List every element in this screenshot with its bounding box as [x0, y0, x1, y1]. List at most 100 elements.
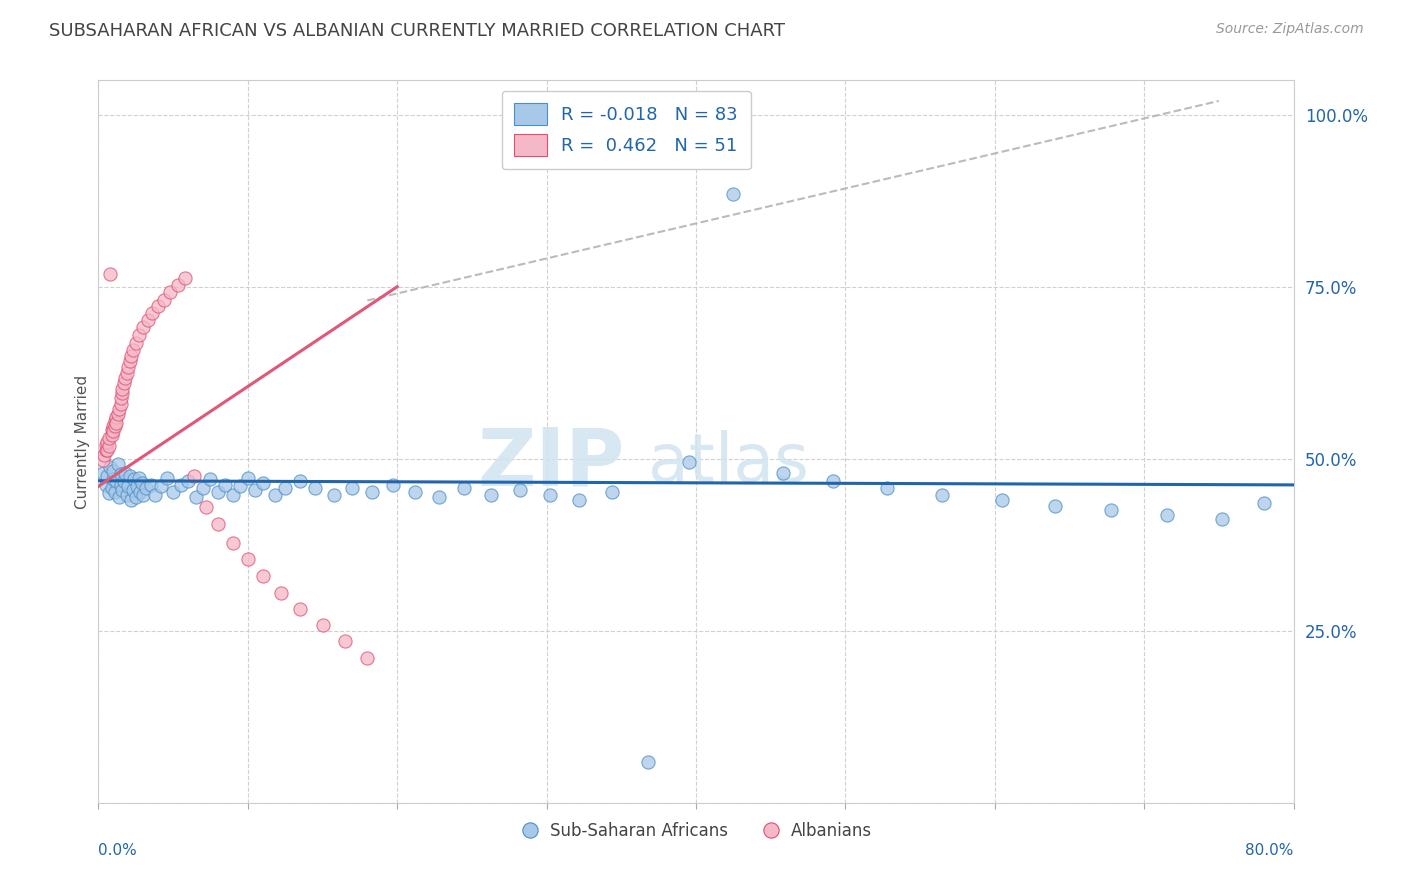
Y-axis label: Currently Married: Currently Married: [75, 375, 90, 508]
Point: [127, 479, 149, 493]
Point: [110, 397, 132, 411]
Point: [538, 487, 561, 501]
Point: [103, 424, 125, 438]
Point: [97, 439, 120, 453]
Point: [162, 484, 184, 499]
Point: [356, 651, 378, 665]
Point: [91, 466, 114, 480]
Point: [311, 618, 333, 632]
Point: [117, 479, 139, 493]
Point: [121, 483, 143, 497]
Point: [333, 634, 356, 648]
Point: [110, 391, 132, 405]
Point: [222, 487, 245, 501]
Point: [166, 278, 188, 293]
Point: [115, 366, 138, 380]
Point: [342, 481, 364, 495]
Point: [177, 474, 200, 488]
Point: [117, 359, 139, 374]
Point: [479, 487, 502, 501]
Point: [121, 343, 143, 357]
Point: [150, 479, 173, 493]
Point: [105, 416, 128, 430]
Point: [120, 493, 142, 508]
Point: [236, 471, 259, 485]
Point: [637, 755, 659, 769]
Point: [207, 517, 229, 532]
Point: [96, 434, 118, 449]
Point: [124, 472, 146, 486]
Point: [453, 481, 475, 495]
Point: [108, 402, 131, 417]
Text: Source: ZipAtlas.com: Source: ZipAtlas.com: [1216, 22, 1364, 37]
Point: [323, 487, 346, 501]
Point: [931, 487, 953, 501]
Point: [252, 568, 274, 582]
Point: [101, 423, 124, 437]
Point: [132, 319, 155, 334]
Point: [94, 438, 117, 452]
Point: [96, 469, 118, 483]
Point: [1211, 512, 1233, 526]
Point: [723, 186, 745, 201]
Point: [111, 382, 134, 396]
Point: [105, 410, 128, 425]
Point: [128, 471, 150, 485]
Point: [91, 453, 114, 467]
Point: [104, 418, 127, 433]
Point: [101, 427, 124, 442]
Point: [118, 354, 141, 368]
Point: [135, 481, 157, 495]
Point: [191, 481, 214, 495]
Point: [103, 464, 125, 478]
Point: [97, 431, 120, 445]
Point: [568, 493, 591, 508]
Point: [141, 306, 163, 320]
Point: [108, 490, 131, 504]
Point: [304, 481, 326, 495]
Point: [270, 586, 292, 600]
Point: [97, 486, 120, 500]
Point: [105, 474, 128, 488]
Point: [139, 478, 162, 492]
Point: [111, 386, 134, 401]
Point: [111, 483, 134, 497]
Point: [174, 271, 197, 285]
Point: [245, 483, 267, 497]
Point: [98, 460, 122, 475]
Point: [222, 535, 245, 549]
Text: SUBSAHARAN AFRICAN VS ALBANIAN CURRENTLY MARRIED CORRELATION CHART: SUBSAHARAN AFRICAN VS ALBANIAN CURRENTLY…: [49, 22, 785, 40]
Point: [110, 467, 132, 481]
Point: [288, 474, 311, 488]
Point: [103, 472, 125, 486]
Point: [229, 479, 252, 493]
Point: [1253, 496, 1275, 510]
Point: [200, 472, 222, 486]
Point: [1156, 508, 1178, 523]
Point: [120, 349, 142, 363]
Point: [823, 474, 845, 488]
Point: [132, 487, 155, 501]
Point: [129, 484, 152, 499]
Point: [107, 407, 129, 421]
Point: [136, 312, 159, 326]
Point: [207, 484, 229, 499]
Text: 80.0%: 80.0%: [1246, 843, 1294, 857]
Point: [159, 285, 181, 300]
Point: [112, 474, 135, 488]
Point: [169, 478, 191, 492]
Point: [184, 490, 207, 504]
Point: [118, 469, 141, 483]
Text: ZIP: ZIP: [477, 425, 624, 502]
Point: [131, 475, 153, 490]
Point: [104, 484, 127, 499]
Point: [107, 457, 129, 471]
Point: [125, 336, 148, 351]
Point: [143, 487, 166, 501]
Point: [195, 500, 218, 514]
Point: [678, 455, 700, 469]
Point: [1043, 499, 1066, 513]
Point: [252, 475, 274, 490]
Point: [114, 466, 136, 480]
Point: [509, 483, 531, 497]
